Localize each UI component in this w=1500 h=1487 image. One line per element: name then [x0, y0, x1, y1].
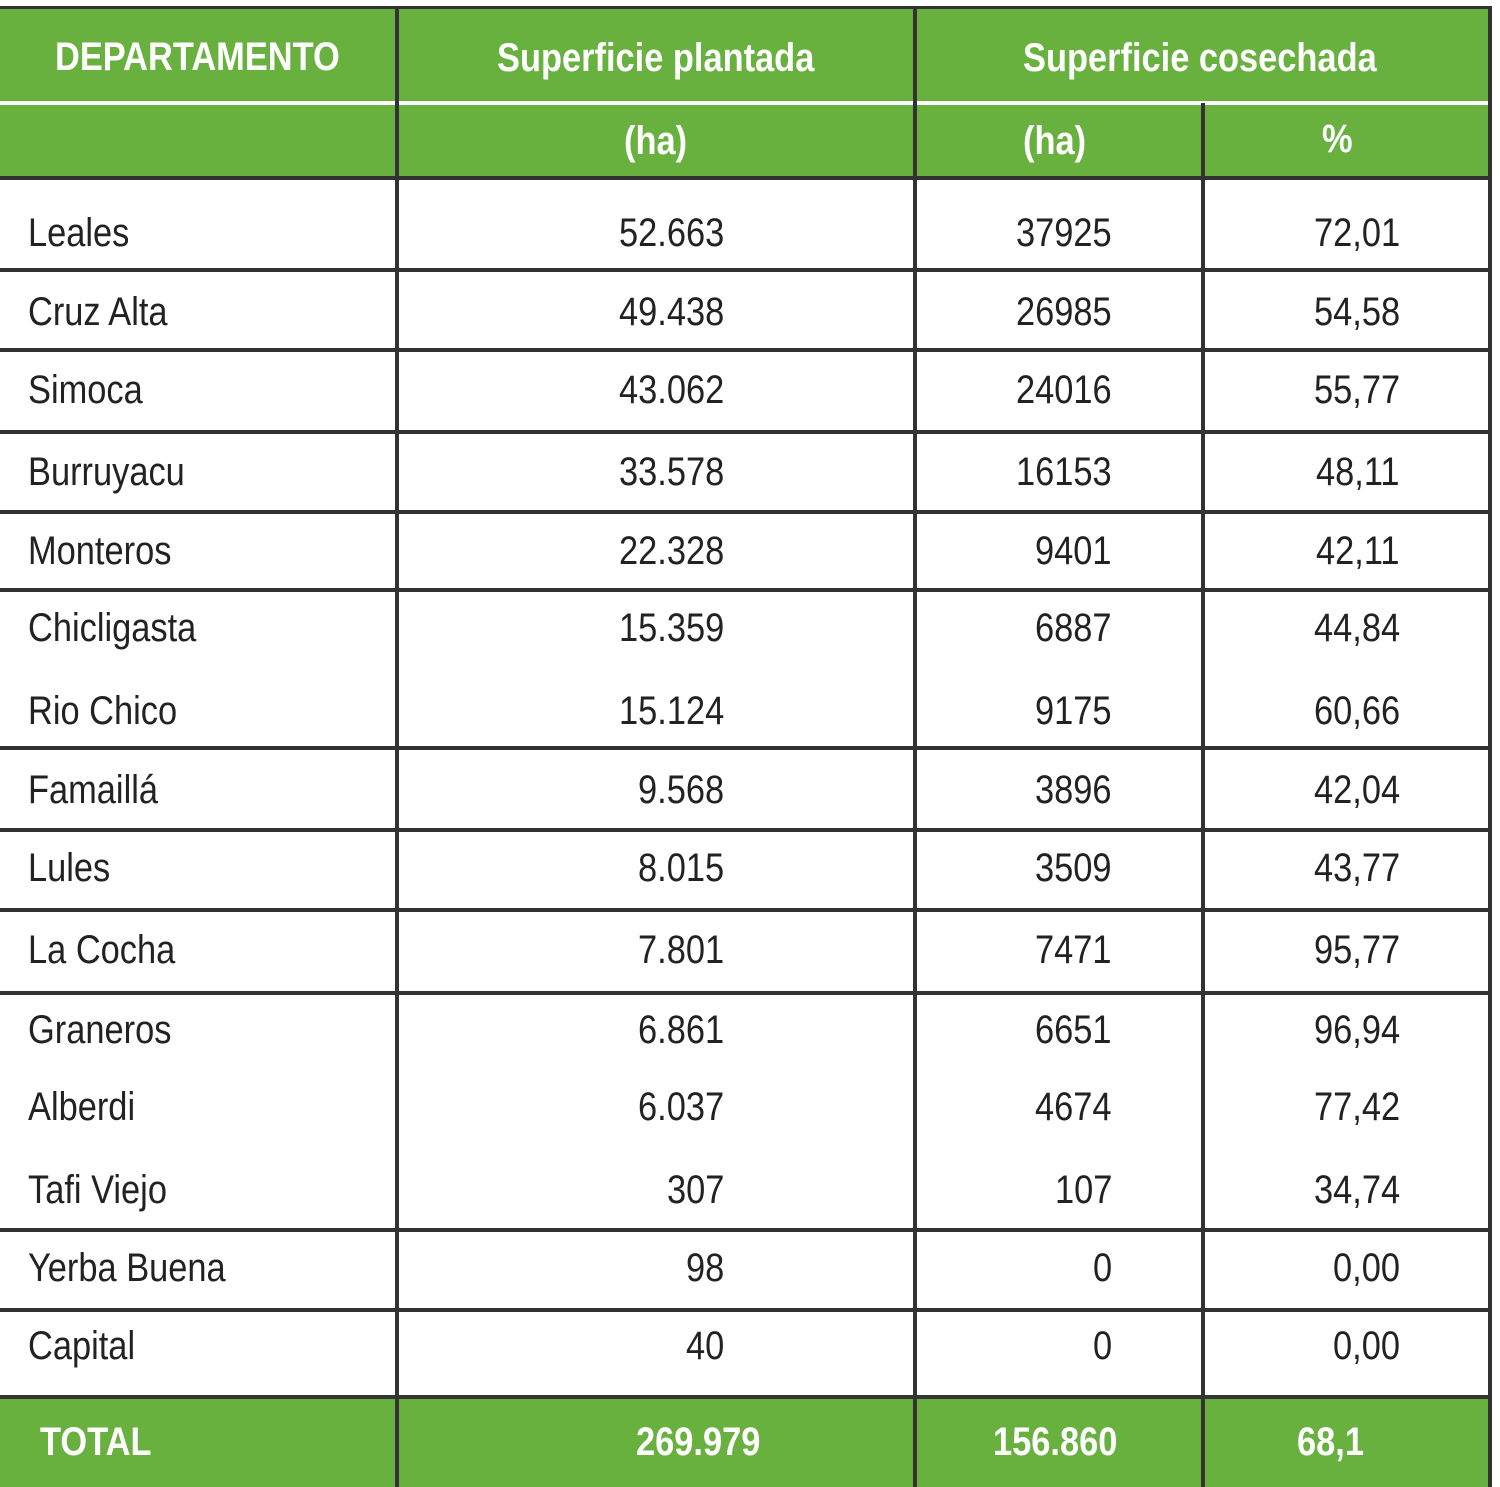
- cell: 34,74: [1313, 1168, 1400, 1212]
- row-label: Rio Chico: [28, 689, 178, 733]
- row-label: Monteros: [28, 529, 172, 573]
- cell: 43,77: [1313, 846, 1400, 890]
- header-separator: [0, 176, 1490, 180]
- row-label: Famaillá: [28, 768, 158, 812]
- cell: 40: [685, 1324, 724, 1368]
- cell: 9.568: [637, 768, 724, 812]
- header-cell: DEPARTAMENTO: [54, 35, 340, 79]
- cell: 107: [1054, 1168, 1112, 1212]
- cell: 60,66: [1313, 689, 1400, 733]
- cell: 52.663: [618, 211, 724, 255]
- row-label: Graneros: [28, 1008, 172, 1052]
- cell: 4674: [1035, 1085, 1112, 1129]
- table-top-line: [0, 6, 1492, 9]
- cell: 0: [1092, 1324, 1112, 1368]
- cell: 6.037: [637, 1085, 724, 1129]
- cell: 77,42: [1313, 1085, 1400, 1129]
- cell: 7.801: [637, 928, 724, 972]
- header-cell: (ha): [624, 119, 688, 163]
- cell: 307: [666, 1168, 724, 1212]
- row-separator: [0, 908, 1490, 912]
- header-cell: %: [1321, 117, 1353, 161]
- cell: 0,00: [1333, 1246, 1400, 1290]
- total-cell: TOTAL: [40, 1420, 152, 1464]
- row-label: La Cocha: [28, 928, 176, 972]
- cell: 49.438: [618, 290, 724, 334]
- cell: 44,84: [1313, 606, 1400, 650]
- cell: 0: [1092, 1246, 1112, 1290]
- row-label: Tafi Viejo: [28, 1168, 167, 1212]
- row-separator: [0, 1228, 1490, 1232]
- row-label: Lules: [28, 846, 111, 890]
- row-separator: [0, 268, 1490, 272]
- total-cell: 269.979: [635, 1420, 761, 1464]
- cell: 9175: [1035, 689, 1112, 733]
- cell: 26985: [1016, 290, 1112, 334]
- cell: 37925: [1016, 211, 1112, 255]
- row-label: Cruz Alta: [28, 290, 168, 334]
- row-separator: [0, 1308, 1490, 1312]
- row-separator: [0, 991, 1490, 995]
- total-background: [0, 1397, 1490, 1487]
- cell: 8.015: [637, 846, 724, 890]
- cell: 15.124: [618, 689, 724, 733]
- header-separator: [0, 101, 1490, 105]
- cell: 22.328: [618, 529, 724, 573]
- cell: 6651: [1035, 1008, 1112, 1052]
- row-separator: [0, 746, 1490, 750]
- header-cell: Superficie plantada: [497, 36, 815, 80]
- column-line: [1488, 8, 1492, 1487]
- cell: 3509: [1035, 846, 1112, 890]
- row-separator: [0, 588, 1490, 592]
- cell: 96,94: [1313, 1008, 1400, 1052]
- cell: 7471: [1035, 928, 1112, 972]
- row-label: Simoca: [28, 368, 143, 412]
- cell: 6887: [1035, 606, 1112, 650]
- cell: 42,11: [1316, 529, 1400, 573]
- column-line: [913, 8, 917, 1487]
- cell: 16153: [1016, 450, 1112, 494]
- row-label: Capital: [28, 1324, 136, 1368]
- cell: 6.861: [637, 1008, 724, 1052]
- cell: 54,58: [1313, 290, 1400, 334]
- row-label: Yerba Buena: [28, 1246, 226, 1290]
- cell: 55,77: [1313, 368, 1400, 412]
- row-separator: [0, 430, 1490, 434]
- cell: 48,11: [1316, 450, 1400, 494]
- row-separator: [0, 348, 1490, 352]
- row-label: Leales: [28, 211, 130, 255]
- total-cell: 156.860: [992, 1420, 1118, 1464]
- header-cell: Superficie cosechada: [1023, 36, 1377, 80]
- cell: 42,04: [1313, 768, 1400, 812]
- column-line: [395, 8, 399, 1487]
- total-cell: 68,1: [1296, 1420, 1364, 1464]
- cell: 3896: [1035, 768, 1112, 812]
- cell: 33.578: [618, 450, 724, 494]
- cell: 15.359: [618, 606, 724, 650]
- header-background: [0, 8, 1490, 178]
- cell: 72,01: [1313, 211, 1400, 255]
- header-cell: (ha): [1023, 119, 1087, 163]
- row-separator: [0, 510, 1490, 514]
- cell: 9401: [1035, 529, 1112, 573]
- row-separator: [0, 828, 1490, 832]
- cell: 24016: [1016, 368, 1112, 412]
- row-label: Burruyacu: [28, 450, 185, 494]
- row-label: Chicligasta: [28, 606, 197, 650]
- cell: 95,77: [1313, 928, 1400, 972]
- cell: 0,00: [1333, 1324, 1400, 1368]
- row-separator: [0, 1395, 1490, 1399]
- row-label: Alberdi: [28, 1085, 136, 1129]
- column-line: [1201, 103, 1205, 1487]
- cell: 43.062: [618, 368, 724, 412]
- cell: 98: [685, 1246, 724, 1290]
